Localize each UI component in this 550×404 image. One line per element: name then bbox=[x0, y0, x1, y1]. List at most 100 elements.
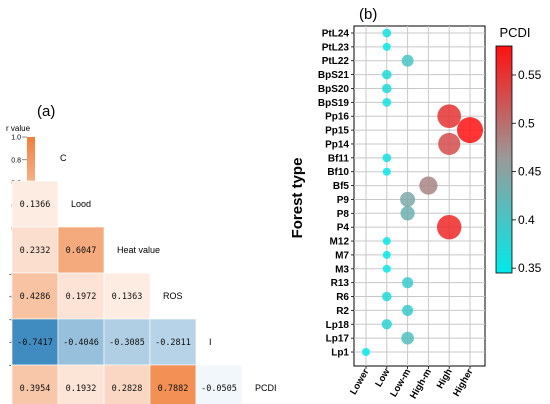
corr-value-label: 0.1363 bbox=[112, 292, 143, 302]
corr-cell bbox=[103, 318, 151, 366]
bubble-point bbox=[419, 176, 438, 195]
variable-label: ROS bbox=[163, 291, 183, 301]
colorbar-b-tick-label: 0.45 bbox=[518, 165, 542, 179]
corr-value-label: 0.2828 bbox=[112, 384, 143, 394]
y-tick-label: Pp16 bbox=[325, 112, 349, 123]
corr-value-label: 0.1972 bbox=[66, 292, 97, 302]
bubble-point bbox=[382, 83, 392, 94]
y-tick-label: PtL22 bbox=[322, 56, 350, 67]
variable-labels: C Lood Heat value ROS I PCDI bbox=[60, 153, 277, 393]
bubble-point bbox=[382, 69, 392, 80]
corr-cell bbox=[57, 364, 105, 404]
bubble-point bbox=[362, 348, 370, 357]
variable-label: I bbox=[209, 337, 212, 347]
y-tick-label: BpS19 bbox=[318, 98, 350, 109]
bubble-point bbox=[401, 331, 414, 345]
y-tick-label: R13 bbox=[331, 278, 350, 289]
bubbles bbox=[362, 28, 483, 357]
corr-value-label: 0.4286 bbox=[20, 292, 51, 302]
corr-cell bbox=[195, 364, 243, 404]
bubble-point bbox=[438, 132, 461, 156]
bubble-point bbox=[381, 319, 392, 330]
y-tick-label: Pp14 bbox=[325, 139, 349, 150]
x-tick-label: Low bbox=[373, 366, 392, 388]
corr-value-label: -0.4046 bbox=[63, 338, 99, 348]
bubble-point bbox=[401, 54, 414, 67]
correlation-cells: 0.1366 0.2332 0.6047 0.4286 0.1972 0.1363 -0.7… bbox=[11, 180, 243, 404]
corr-value-label: 0.3954 bbox=[20, 384, 51, 394]
y-tick-label: R2 bbox=[336, 306, 349, 317]
bubble-point bbox=[400, 206, 415, 221]
corr-cell bbox=[149, 364, 197, 404]
corr-cell bbox=[11, 318, 59, 366]
corr-cell bbox=[149, 318, 197, 366]
bubble-point bbox=[400, 191, 416, 207]
y-tick-label: PtL24 bbox=[322, 29, 350, 40]
bubble-point bbox=[382, 167, 391, 176]
colorbar-b-tick-label: 0.35 bbox=[518, 261, 542, 275]
y-tick-labels: PtL24 PtL23 PtL22 BpS21 BpS20 BpS19 Pp16 Pp15 Pp… bbox=[318, 29, 354, 359]
corr-value-label: 0.2332 bbox=[20, 246, 51, 256]
colorbar-b-tick-label: 0.4 bbox=[518, 213, 535, 227]
bubble-point bbox=[382, 237, 391, 246]
colorbar-a-tick-label: 1.0 bbox=[11, 135, 21, 142]
colorbar-a-title: r value bbox=[6, 124, 31, 133]
corr-cell bbox=[11, 364, 59, 404]
variable-label: PCDI bbox=[255, 383, 277, 393]
colorbar-b-title: PCDI bbox=[499, 25, 530, 40]
bubble-point bbox=[402, 277, 414, 289]
colorbar-a-tick-label: 0.8 bbox=[11, 157, 21, 164]
y-tick-label: Lp18 bbox=[326, 320, 350, 331]
x-tick-label: Higher bbox=[451, 367, 476, 399]
colorbar-b bbox=[495, 45, 513, 274]
bubble-point bbox=[382, 250, 391, 259]
colorbar-b-tick-label: 0.55 bbox=[518, 68, 542, 82]
corr-cell bbox=[57, 226, 105, 274]
variable-label: Heat value bbox=[117, 245, 160, 255]
corr-value-label: -0.7417 bbox=[17, 338, 53, 348]
corr-cell bbox=[11, 180, 59, 228]
bubble-point bbox=[382, 97, 392, 107]
bubble-point bbox=[437, 104, 462, 129]
y-tick-label: Lp17 bbox=[326, 334, 350, 345]
colorbar-b-tick-label: 0.5 bbox=[518, 116, 535, 130]
x-tick-label: Lower bbox=[348, 367, 372, 397]
corr-value-label: -0.3085 bbox=[109, 338, 145, 348]
corr-cell bbox=[11, 272, 59, 320]
bubble-point bbox=[436, 214, 462, 240]
y-tick-label: Pp15 bbox=[325, 126, 349, 137]
y-tick-label: BpS21 bbox=[318, 70, 350, 81]
corr-value-label: 0.1366 bbox=[20, 200, 51, 210]
panel-a-heatmap: (a) r value 1.00.80.60.40.20-0.2-0.4-0.6… bbox=[6, 103, 277, 404]
colorbar-b-ticks: 0.55 0.5 0.45 0.4 0.35 bbox=[512, 68, 542, 275]
panel-b-label: (b) bbox=[359, 6, 377, 23]
corr-value-label: -0.0505 bbox=[201, 384, 237, 394]
corr-value-label: 0.6047 bbox=[66, 246, 97, 256]
bubble-point bbox=[382, 264, 391, 273]
bubble-point bbox=[382, 153, 392, 163]
y-tick-label: BpS20 bbox=[318, 84, 350, 95]
y-tick-label: M12 bbox=[330, 237, 350, 248]
y-tick-label: Bf10 bbox=[327, 167, 349, 178]
corr-value-label: 0.1932 bbox=[66, 384, 97, 394]
plot-area-b bbox=[353, 25, 486, 367]
bubble-point bbox=[457, 117, 483, 144]
bubble-point bbox=[382, 291, 392, 302]
variable-label: Lood bbox=[71, 199, 91, 209]
y-tick-label: Lp1 bbox=[331, 348, 349, 359]
y-axis-title: Forest type bbox=[289, 158, 306, 239]
bubble-point bbox=[382, 42, 391, 51]
x-tick-label: High bbox=[435, 367, 455, 391]
bubble-point bbox=[382, 28, 392, 38]
corr-value-label: -0.2811 bbox=[155, 338, 191, 348]
panel-b-bubble-chart: (b) PtL24 PtL23 PtL22 BpS21 BpS20 BpS19 Pp16 Pp… bbox=[289, 6, 542, 401]
corr-value-label: 0.7882 bbox=[158, 384, 189, 394]
corr-cell bbox=[57, 318, 105, 366]
y-tick-label: M7 bbox=[335, 250, 349, 261]
y-tick-label: M3 bbox=[335, 264, 349, 275]
y-tick-label: Bf11 bbox=[328, 153, 350, 164]
y-tick-label: P4 bbox=[337, 223, 350, 234]
y-tick-label: PtL23 bbox=[322, 42, 350, 53]
bubble-point bbox=[402, 304, 414, 316]
